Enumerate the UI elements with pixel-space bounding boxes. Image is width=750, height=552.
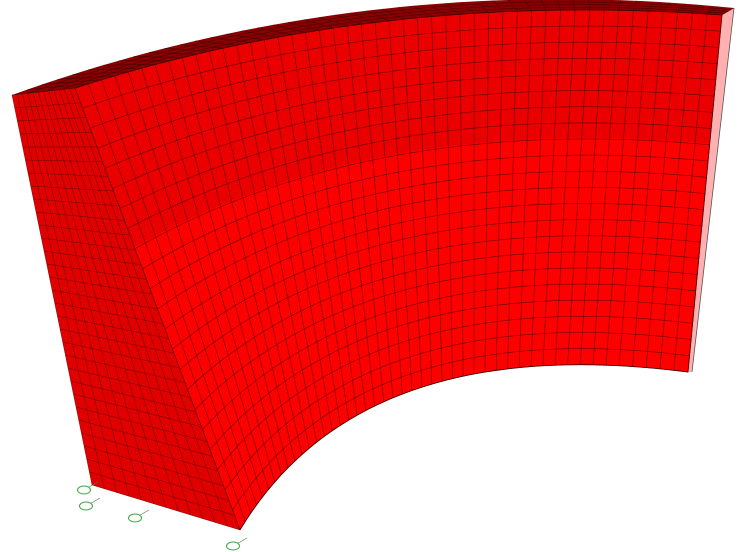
right-edge-outline [691,7,735,373]
side-mesh-column [32,92,142,501]
mesh-parallel [134,138,710,249]
node-marker-4 [226,537,248,551]
side-mesh-column [17,94,105,489]
mesh-grid-lines [11,0,735,531]
top-mesh-ring [43,4,729,92]
top-mesh-ring [27,1,732,94]
mesh-parallel [157,187,706,310]
mesh-parallel [187,251,699,390]
side-mesh-column [11,94,93,486]
mesh-parallel [97,57,718,149]
mesh-faces [12,0,734,530]
side-mesh-column [38,92,154,504]
mesh-parallel [104,74,716,169]
mesh-parallel [172,219,702,350]
right-edge-face [688,8,734,372]
mesh-parallel [142,154,709,270]
mesh-parallel [179,235,701,370]
mesh-parallel [89,41,719,129]
mesh-parallel [112,90,715,189]
side-mesh-column [64,89,216,523]
side-mesh-column [48,90,179,512]
side-mesh-column [27,93,130,497]
side-mesh-column [69,88,228,527]
node-marker-ellipse [226,541,240,551]
node-marker-ellipse [77,485,91,495]
mesh-parallel [82,25,721,109]
mesh-parallel [127,122,712,229]
node-marker-ellipse [128,513,142,523]
mesh-parallel [224,332,692,490]
mesh-parallel [217,315,693,470]
top-face [12,0,734,95]
side-mesh-column [59,89,204,519]
node-marker-2 [79,497,101,511]
mesh-parallel [164,203,704,330]
inner-face-upper-band [75,9,722,248]
mesh-parallel [232,348,690,511]
mesh-parallel [149,170,707,290]
node-markers [77,481,248,551]
mesh-parallel [209,299,695,450]
side-mesh-column [53,90,191,516]
mesh-parallel [202,283,696,430]
side-mesh-column [43,91,167,508]
top-mesh-ring [59,7,726,91]
mesh-parallel [119,106,713,209]
mesh-parallel [194,267,698,410]
node-marker-1 [77,481,99,495]
node-marker-3 [128,509,150,523]
inner-face-outline [74,9,723,531]
side-face [12,88,240,530]
side-mesh-column [74,87,241,531]
node-marker-ellipse [79,501,93,511]
side-mesh-column [22,93,117,493]
